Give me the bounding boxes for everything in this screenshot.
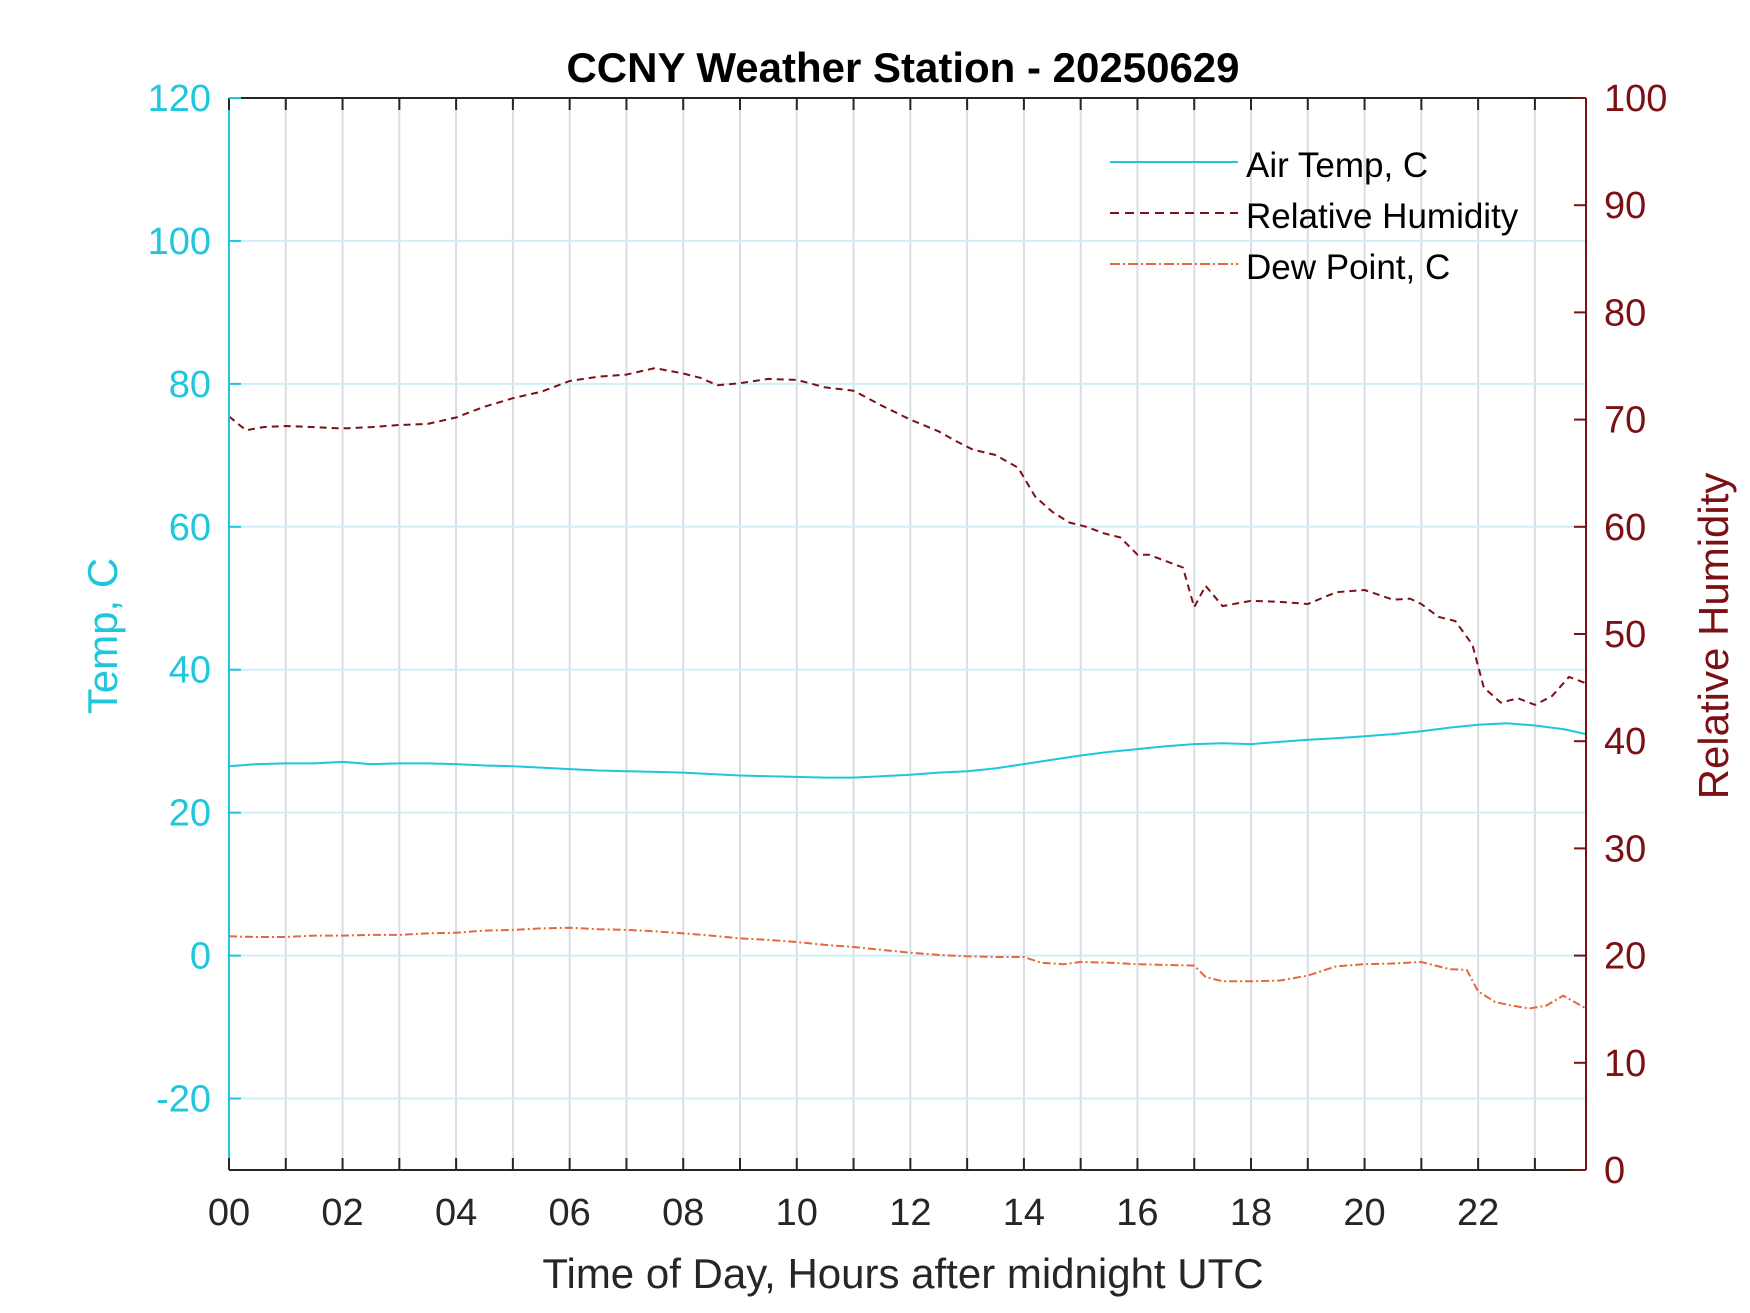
- series-lines: [228, 367, 1587, 1010]
- x-tick-label: 10: [776, 1192, 818, 1234]
- y-right-tick-label: 30: [1604, 828, 1646, 870]
- y-right-tick-label: 50: [1604, 614, 1646, 656]
- x-tick-label: 22: [1457, 1192, 1499, 1234]
- series-line-air-temp-c: [228, 722, 1587, 779]
- x-tick-label: 06: [549, 1192, 591, 1234]
- y-left-tick-label: 40: [169, 650, 211, 692]
- x-tick-label: 08: [662, 1192, 704, 1234]
- series-line-dew-point-c: [228, 926, 1587, 1010]
- y-axis-right-label: Relative Humidity: [1690, 473, 1737, 800]
- x-tick-label: 16: [1116, 1192, 1158, 1234]
- axes: [228, 97, 1587, 1171]
- legend: Air Temp, C Relative Humidity Dew Point,…: [1110, 146, 1519, 287]
- x-tick-label: 18: [1230, 1192, 1272, 1234]
- y-right-tick-label: 80: [1604, 292, 1646, 334]
- x-axis-label: Time of Day, Hours after midnight UTC: [542, 1250, 1263, 1297]
- y-right-tick-label: 10: [1604, 1043, 1646, 1085]
- y-left-tick-label: -20: [156, 1079, 211, 1121]
- y-left-tick-label: 0: [190, 936, 211, 978]
- y-left-tick-label: 60: [169, 507, 211, 549]
- y-left-tick-label: 80: [169, 364, 211, 406]
- y-right-tick-label: 60: [1604, 507, 1646, 549]
- y-right-tick-label: 20: [1604, 936, 1646, 978]
- y-left-tick-label: 100: [148, 221, 211, 263]
- y-right-tick-label: 0: [1604, 1150, 1625, 1192]
- tick-labels: 00 02 04 06 08 10 12 14 16 18 20 22-200204060801001…: [148, 78, 1668, 1234]
- y-right-tick-label: 90: [1604, 185, 1646, 227]
- legend-label-dew-point: Dew Point, C: [1246, 248, 1450, 287]
- x-tick-label: 02: [321, 1192, 363, 1234]
- y-left-tick-label: 120: [148, 78, 211, 120]
- x-tick-label: 12: [889, 1192, 931, 1234]
- grid-lines: [228, 97, 1586, 1170]
- legend-label-relative-humidity: Relative Humidity: [1246, 197, 1519, 236]
- y-axis-left-label: Temp, C: [79, 558, 126, 714]
- x-tick-label: 04: [435, 1192, 477, 1234]
- series-line-relative-humidity: [228, 367, 1587, 706]
- chart-title: CCNY Weather Station - 20250629: [566, 44, 1239, 91]
- y-right-tick-label: 70: [1604, 400, 1646, 442]
- x-tick-label: 20: [1343, 1192, 1385, 1234]
- x-tick-label: 00: [208, 1192, 250, 1234]
- y-left-tick-label: 20: [169, 793, 211, 835]
- legend-label-air-temp: Air Temp, C: [1246, 146, 1428, 185]
- y-right-tick-label: 40: [1604, 721, 1646, 763]
- y-right-tick-label: 100: [1604, 78, 1667, 120]
- x-tick-label: 14: [1003, 1192, 1045, 1234]
